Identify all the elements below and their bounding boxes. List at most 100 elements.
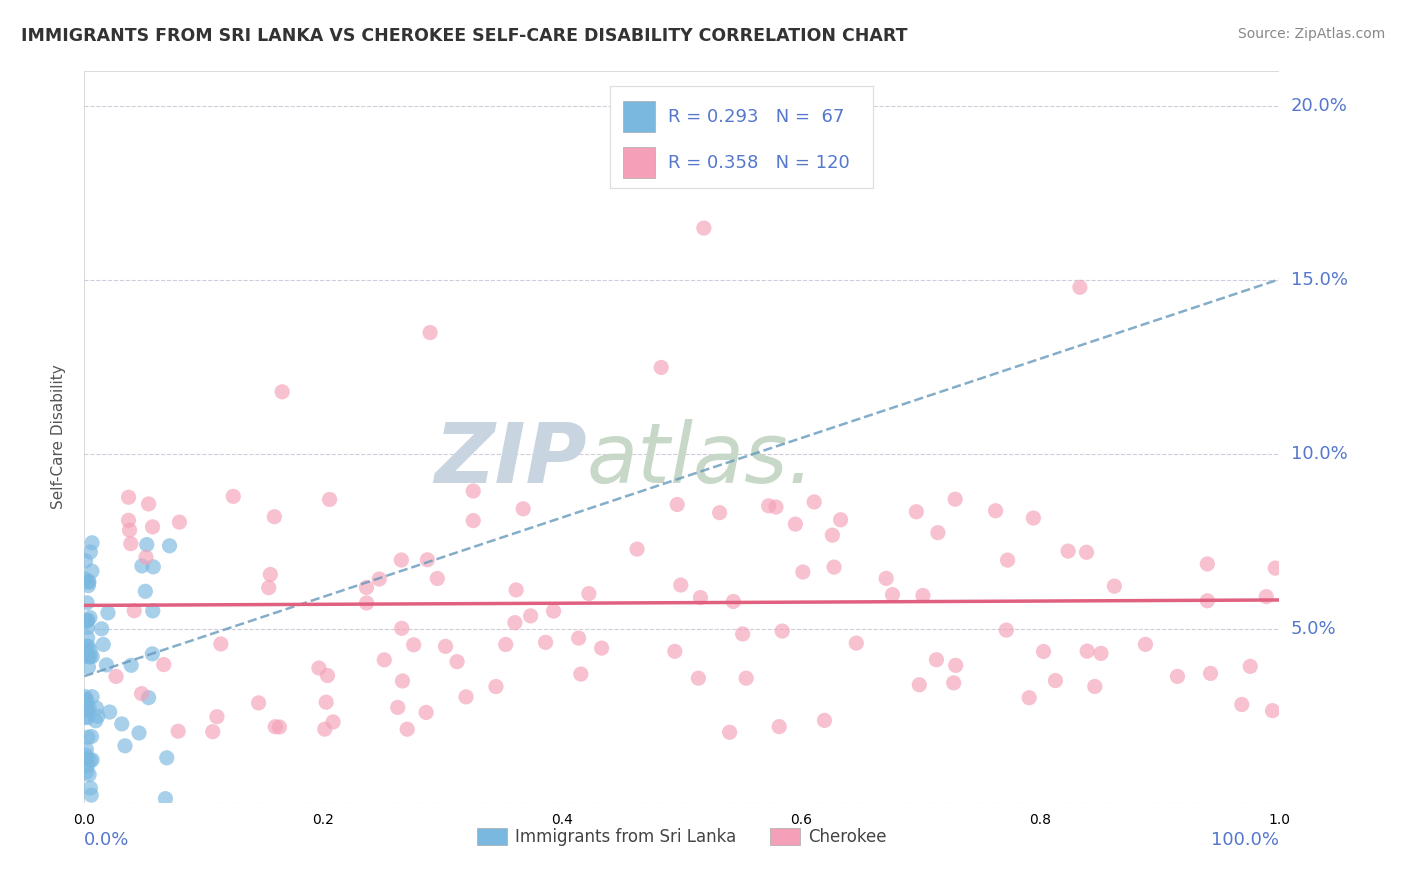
Point bbox=[463, 514, 485, 528]
Point bbox=[785, 517, 807, 532]
Point bbox=[1261, 704, 1284, 718]
Point bbox=[1256, 590, 1278, 604]
Point bbox=[76, 704, 98, 718]
Point bbox=[911, 589, 934, 603]
Point bbox=[76, 758, 98, 772]
Point bbox=[322, 714, 344, 729]
Point bbox=[792, 565, 814, 579]
Point bbox=[98, 705, 121, 719]
Point bbox=[79, 643, 101, 657]
Point bbox=[122, 604, 145, 618]
Point bbox=[118, 523, 141, 537]
Point bbox=[76, 614, 98, 628]
Point bbox=[105, 669, 128, 683]
Point bbox=[495, 638, 517, 652]
Point bbox=[76, 711, 98, 725]
Point bbox=[543, 604, 565, 618]
Point bbox=[142, 604, 165, 618]
Point bbox=[396, 722, 419, 736]
Point bbox=[86, 701, 108, 715]
Point bbox=[138, 690, 160, 705]
Point bbox=[79, 610, 101, 624]
Point bbox=[943, 492, 966, 507]
Point bbox=[73, 690, 96, 704]
Point bbox=[813, 714, 835, 728]
Point bbox=[128, 726, 150, 740]
Point bbox=[77, 639, 100, 653]
Point bbox=[995, 623, 1018, 637]
Point bbox=[76, 648, 98, 663]
Point bbox=[76, 596, 98, 610]
Point bbox=[96, 657, 118, 672]
Point bbox=[76, 620, 98, 634]
Point bbox=[485, 680, 508, 694]
Point bbox=[205, 709, 228, 723]
Point bbox=[568, 631, 591, 645]
Point bbox=[1135, 637, 1157, 651]
Point bbox=[75, 554, 97, 568]
Point bbox=[76, 764, 98, 779]
Text: atlas.: atlas. bbox=[586, 418, 814, 500]
Point bbox=[135, 550, 157, 565]
Point bbox=[821, 528, 844, 542]
Point bbox=[1197, 557, 1219, 571]
Point bbox=[97, 606, 120, 620]
Point bbox=[823, 560, 845, 574]
Point bbox=[666, 498, 689, 512]
Point bbox=[1032, 644, 1054, 658]
Text: 100.0%: 100.0% bbox=[1212, 830, 1279, 848]
Point bbox=[1104, 579, 1126, 593]
Point bbox=[415, 706, 437, 720]
Point bbox=[1239, 659, 1261, 673]
Point bbox=[80, 535, 103, 549]
Point bbox=[1076, 545, 1098, 559]
Point bbox=[117, 490, 139, 504]
Point bbox=[77, 767, 100, 781]
Point bbox=[259, 567, 281, 582]
Point bbox=[141, 647, 163, 661]
Point bbox=[75, 572, 97, 586]
Point bbox=[76, 613, 98, 627]
Point bbox=[201, 724, 224, 739]
Point bbox=[134, 584, 156, 599]
Point bbox=[984, 504, 1007, 518]
Point bbox=[77, 649, 100, 664]
Point bbox=[209, 637, 232, 651]
Text: 10.0%: 10.0% bbox=[1291, 445, 1347, 464]
Point bbox=[77, 575, 100, 590]
Point bbox=[77, 574, 100, 588]
Y-axis label: Self-Care Disability: Self-Care Disability bbox=[51, 365, 66, 509]
Point bbox=[578, 587, 600, 601]
Text: 0.0%: 0.0% bbox=[84, 830, 129, 848]
Text: IMMIGRANTS FROM SRI LANKA VS CHEROKEE SELF-CARE DISABILITY CORRELATION CHART: IMMIGRANTS FROM SRI LANKA VS CHEROKEE SE… bbox=[21, 27, 908, 45]
Text: 15.0%: 15.0% bbox=[1291, 271, 1347, 289]
Point bbox=[80, 564, 103, 578]
Point bbox=[79, 545, 101, 559]
Point bbox=[159, 539, 181, 553]
Point bbox=[1084, 680, 1107, 694]
Point bbox=[830, 513, 852, 527]
Point bbox=[82, 649, 104, 664]
Point bbox=[626, 542, 648, 557]
Point bbox=[735, 671, 758, 685]
Point bbox=[76, 751, 98, 765]
Point bbox=[519, 608, 541, 623]
Point bbox=[76, 631, 98, 645]
Point bbox=[75, 742, 97, 756]
Point bbox=[1199, 666, 1222, 681]
Point bbox=[356, 581, 378, 595]
Point bbox=[356, 596, 378, 610]
Point bbox=[138, 497, 160, 511]
Point bbox=[264, 720, 287, 734]
Point bbox=[391, 673, 413, 688]
Point bbox=[167, 724, 190, 739]
Point bbox=[131, 558, 153, 573]
Point bbox=[942, 676, 965, 690]
Point bbox=[120, 536, 142, 550]
Point bbox=[263, 509, 285, 524]
Text: 20.0%: 20.0% bbox=[1291, 97, 1347, 115]
Point bbox=[114, 739, 136, 753]
Point bbox=[1197, 593, 1219, 607]
Point bbox=[908, 678, 931, 692]
Point bbox=[75, 748, 97, 763]
